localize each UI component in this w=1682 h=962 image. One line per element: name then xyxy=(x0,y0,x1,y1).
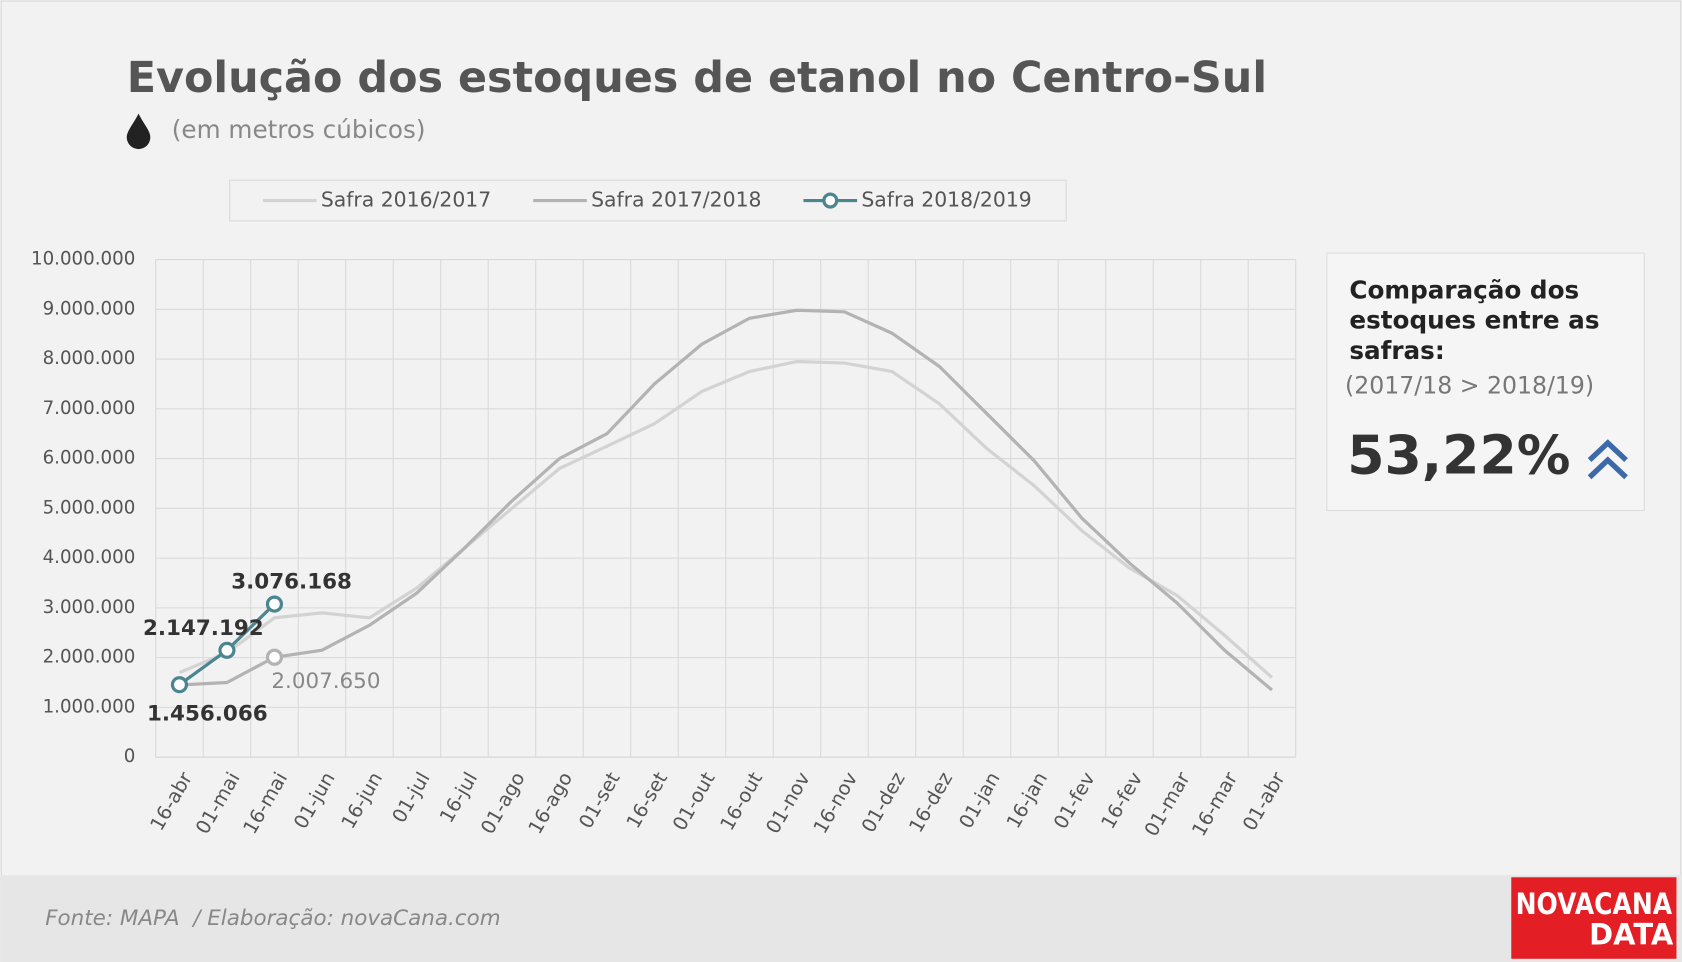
point-marker xyxy=(265,595,284,613)
drop-icon xyxy=(126,113,151,150)
panel-title: safras: xyxy=(1349,336,1444,365)
panel-subtitle: (2017/18 > 2018/19) xyxy=(1345,372,1594,400)
panel-value: 53,22% xyxy=(1347,424,1570,487)
y-tick-label: 10.000.000 xyxy=(31,249,135,270)
data-label: 1.456.066 xyxy=(147,702,268,727)
footer xyxy=(0,875,1682,962)
point-marker xyxy=(265,648,284,666)
y-tick-label: 6.000.000 xyxy=(43,448,136,469)
legend-label: Safra 2018/2019 xyxy=(861,188,1031,212)
y-tick-label: 4.000.000 xyxy=(43,547,136,568)
up-icon xyxy=(1587,439,1628,480)
series-line xyxy=(178,359,1274,679)
y-tick-label: 3.000.000 xyxy=(43,597,136,618)
logo-text: DATA xyxy=(1589,917,1674,951)
chart-subtitle: (em metros cúbicos) xyxy=(172,115,426,144)
y-tick-label: 7.000.000 xyxy=(43,398,136,419)
y-tick-label: 8.000.000 xyxy=(43,348,136,369)
data-label: 3.076.168 xyxy=(231,570,352,595)
legend-marker xyxy=(822,192,839,209)
panel xyxy=(1326,252,1645,512)
y-tick-label: 5.000.000 xyxy=(43,497,136,518)
point-marker xyxy=(218,641,236,659)
logo xyxy=(1511,877,1677,959)
panel-title: estoques entre as xyxy=(1349,306,1599,335)
chart-title: Evolução dos estoques de etanol no Centr… xyxy=(127,53,1267,103)
legend-label: Safra 2016/2017 xyxy=(321,188,491,212)
y-tick-label: 2.000.000 xyxy=(43,647,136,668)
y-tick-label: 9.000.000 xyxy=(43,298,136,319)
footer-source: Fonte: MAPA / Elaboração: novaCana.com xyxy=(45,906,500,931)
point-marker xyxy=(170,676,189,694)
legend xyxy=(229,179,1067,222)
y-tick-label: 0 xyxy=(124,746,136,767)
y-tick-label: 1.000.000 xyxy=(43,696,136,717)
logo-text: NOVACANA xyxy=(1516,887,1673,921)
data-label: 2.147.192 xyxy=(143,616,264,641)
panel-title: Comparação dos xyxy=(1349,276,1579,305)
legend-label: Safra 2017/2018 xyxy=(591,188,761,212)
series-line xyxy=(179,308,1274,692)
data-label: 2.007.650 xyxy=(271,669,380,694)
